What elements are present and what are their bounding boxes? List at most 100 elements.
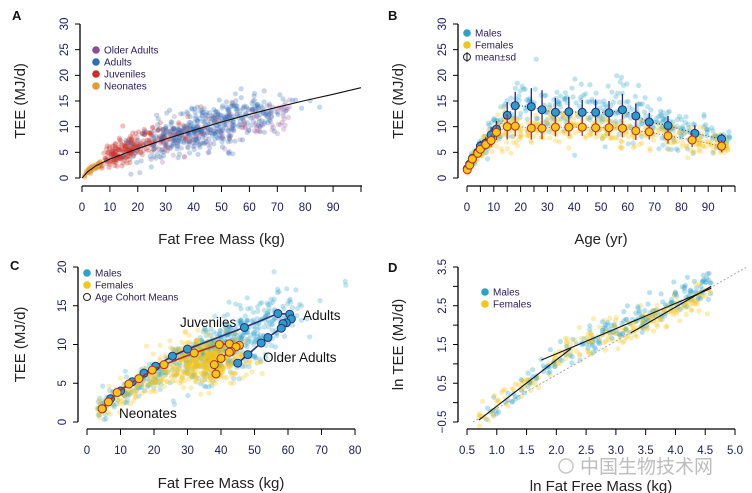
scatter-point [128,140,134,146]
scatter-point [234,111,240,117]
scatter-point [512,85,519,91]
scatter-point [238,95,244,101]
scatter-point [185,114,191,120]
scatter-point [563,119,569,125]
scatter-point [185,144,191,150]
scatter-point [189,106,195,112]
scatter-point [223,114,229,120]
scatter-point [710,149,716,156]
scatter-point [269,127,275,133]
scatter-point [683,114,689,120]
scatter-point [727,135,733,141]
legend-label: Females [493,300,531,311]
scatter-point [593,134,599,140]
scatter-point [683,311,689,318]
scatter-point [226,151,232,157]
scatter-point [261,110,267,116]
scatter-point [101,150,107,156]
scatter-point [126,144,132,150]
scatter-point [709,136,715,142]
scatter-point [226,111,232,117]
scatter-point [181,385,187,391]
scatter-point [171,126,177,132]
scatter-point [221,121,227,127]
scatter-point [196,142,202,148]
mean-point [617,123,627,133]
scatter-point [175,141,181,147]
scatter-point [103,416,109,422]
mean-point [577,107,587,117]
scatter-point [137,141,143,147]
cohort-mean-point [216,353,226,363]
scatter-point [134,137,140,143]
y-tick-label: 30 [437,18,449,31]
scatter-point [494,137,500,143]
scatter-point [293,287,299,293]
scatter-point [283,108,289,114]
scatter-point [242,361,248,367]
scatter-point [681,131,687,137]
scatter-point [491,413,497,419]
y-tick-label: 20 [59,69,71,82]
scatter-point [207,116,213,122]
scatter-point [148,138,154,145]
scatter-point [174,146,180,152]
y-tick-label: 3.5 [437,259,449,275]
scatter-point [100,383,106,389]
scatter-point [212,381,218,387]
scatter-point [167,107,173,113]
scatter-point [241,120,248,126]
scatter-point [254,101,260,107]
cohort-mean-point [214,340,224,349]
legend-label: Females [95,281,133,292]
scatter-point [255,308,261,314]
scatter-point [600,101,606,107]
scatter-point [134,385,140,391]
scatter-point [126,136,132,142]
scatter-point [613,94,619,100]
scatter-point [697,124,703,130]
scatter-point [153,144,159,150]
scatter-point [160,149,166,155]
scatter-point [190,137,197,143]
y-tick-label: 5 [57,380,69,386]
scatter-point [141,131,147,137]
scatter-point [119,154,125,160]
scatter-point [129,137,135,143]
y-tick-label: 25 [437,43,449,56]
scatter-point [701,114,707,120]
scatter-point [181,154,187,160]
scatter-point [176,134,183,140]
mean-point [537,123,547,133]
scatter-point [184,363,190,369]
scatter-point [523,108,529,114]
scatter-point [230,121,236,128]
scatter-point [191,369,198,375]
scatter-point [696,308,702,314]
scatter-point [212,117,218,123]
scatter-point [241,118,247,124]
scatter-point [572,152,578,158]
scatter-point [127,143,133,149]
scatter-point [254,102,260,108]
scatter-point [502,101,508,107]
scatter-point [193,135,199,141]
scatter-point [533,120,539,126]
panel-letter: C [10,258,20,273]
mean-point [526,123,536,133]
scatter-point [113,145,119,151]
scatter-point [110,143,116,149]
scatter-point [146,130,152,136]
scatter-point [519,393,525,399]
scatter-point [179,339,185,345]
scatter-point [221,113,227,119]
mean-point [502,122,512,132]
scatter-point [187,126,193,132]
scatter-point [284,286,290,292]
scatter-point [545,107,552,113]
x-tick-label: 10 [114,445,127,457]
scatter-point [525,120,531,126]
mean-point [577,122,587,132]
scatter-point [118,375,124,381]
scatter-point [180,369,186,375]
